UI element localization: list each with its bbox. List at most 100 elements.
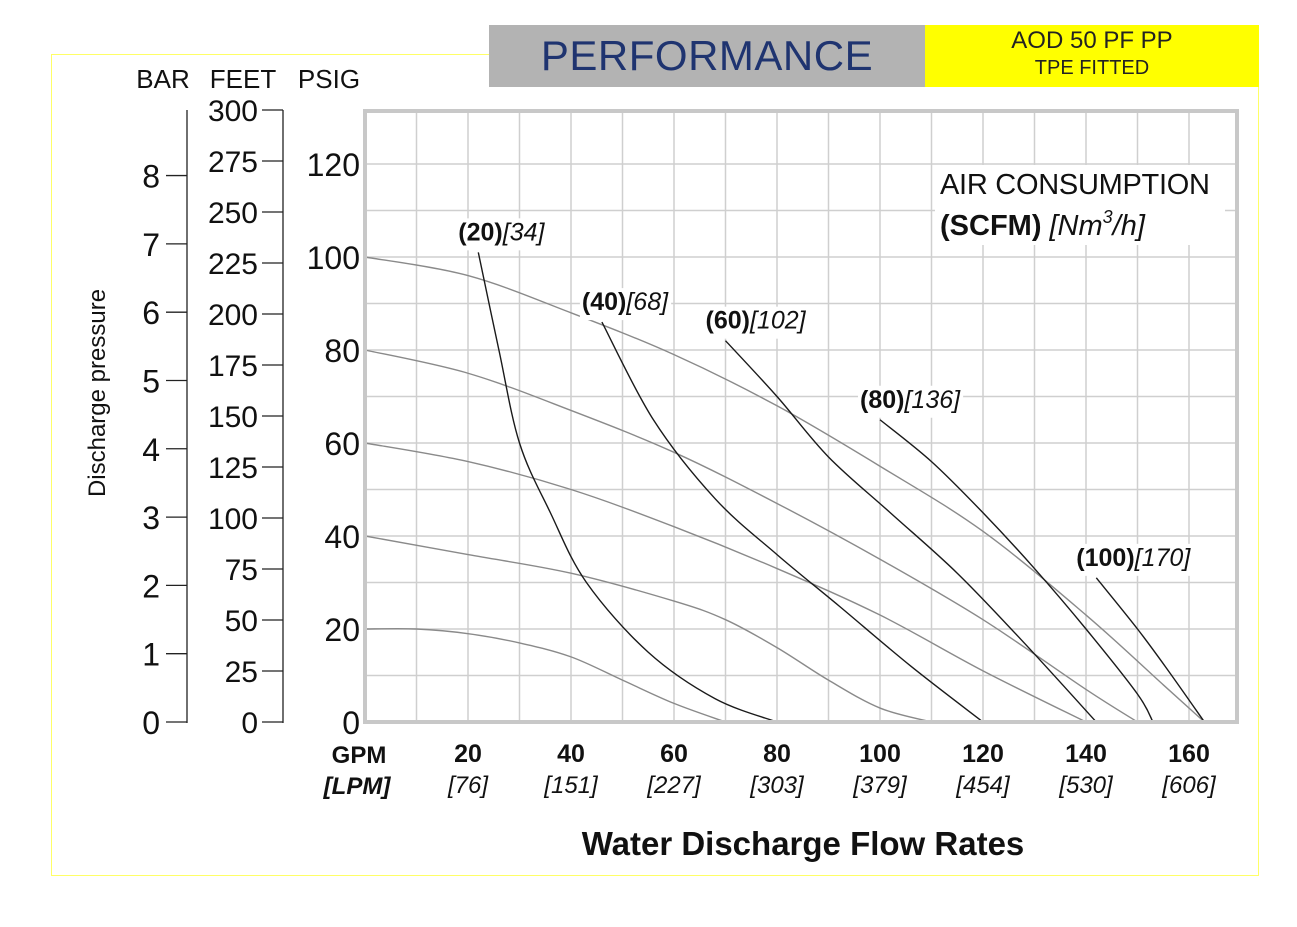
bar-tick-label: 3 xyxy=(142,500,160,536)
feet-tick-label: 200 xyxy=(208,299,258,332)
plot-border xyxy=(363,109,1239,724)
x-tick-lpm: [454] xyxy=(955,772,1011,799)
air-label-nm3h: [34] xyxy=(502,218,546,246)
air-label-scfm: (40) xyxy=(582,288,626,316)
air-label-nm3h: [102] xyxy=(749,307,807,335)
x-tick-gpm: 60 xyxy=(660,740,688,768)
pressure-curve xyxy=(364,442,1087,723)
feet-tick-label: 125 xyxy=(208,452,258,485)
feet-tick-label: 175 xyxy=(208,350,258,383)
air-curve-label: (20)[34] xyxy=(458,218,545,246)
air-curve-label: (40)[68] xyxy=(582,288,669,316)
x-unit-lpm: [LPM] xyxy=(323,773,392,800)
legend-line1: AIR CONSUMPTION xyxy=(940,169,1210,201)
feet-tick-label: 250 xyxy=(208,197,258,230)
feet-tick-label: 225 xyxy=(208,248,258,281)
y-axis-title: Discharge pressure xyxy=(84,289,111,497)
model-name: AOD 50 PF PP xyxy=(1011,27,1173,54)
bar-tick-label: 4 xyxy=(142,432,160,468)
bar-tick-label: 2 xyxy=(142,568,160,604)
feet-tick-label: 25 xyxy=(225,656,258,689)
x-tick-lpm: [227] xyxy=(646,772,702,799)
x-tick-lpm: [379] xyxy=(852,772,908,799)
air-curve-label: (60)[102] xyxy=(706,307,807,335)
legend-box: AIR CONSUMPTION (SCFM) [Nm3/h] xyxy=(935,165,1225,245)
psig-tick-label: 40 xyxy=(324,519,360,555)
x-tick-gpm: 20 xyxy=(454,740,482,768)
bar-tick-label: 1 xyxy=(142,637,160,673)
legend-line2: (SCFM) [Nm3/h] xyxy=(940,207,1146,242)
x-tick-lpm: [606] xyxy=(1161,772,1217,799)
psig-axis-label: PSIG xyxy=(298,64,360,94)
feet-tick-label: 0 xyxy=(241,707,258,740)
air-label-nm3h: [136] xyxy=(903,386,961,414)
air-label-bg xyxy=(858,385,964,418)
feet-tick-label: 275 xyxy=(208,146,258,179)
air-label-bg xyxy=(1074,543,1194,576)
psig-tick-label: 60 xyxy=(324,426,360,462)
x-tick-lpm: [530] xyxy=(1058,772,1114,799)
feet-tick-label: 150 xyxy=(208,401,258,434)
feet-axis-label: FEET xyxy=(210,64,277,94)
x-tick-lpm: [303] xyxy=(749,772,805,799)
axes: 0204060801001200255075100125150175200225… xyxy=(142,95,1217,800)
air-label-scfm: (100) xyxy=(1076,544,1134,572)
bar-tick-label: 8 xyxy=(142,159,160,195)
air-label-scfm: (80) xyxy=(860,386,904,414)
air-curve-label: (80)[136] xyxy=(860,386,961,414)
header-title: PERFORMANCE xyxy=(540,32,874,79)
model-fitting: TPE FITTED xyxy=(1034,57,1150,79)
feet-tick-label: 50 xyxy=(225,605,258,638)
x-tick-lpm: [151] xyxy=(543,772,599,799)
x-tick-gpm: 140 xyxy=(1065,740,1107,768)
psig-tick-label: 100 xyxy=(307,240,360,276)
air-curve-label: (100)[170] xyxy=(1076,544,1191,572)
air-curves xyxy=(477,252,1206,723)
x-axis-title: Water Discharge Flow Rates xyxy=(582,825,1025,862)
air-curve xyxy=(879,419,1154,723)
legend-nm: [Nm xyxy=(1048,210,1102,242)
legend-bg xyxy=(935,165,1225,245)
feet-tick-label: 300 xyxy=(208,95,258,128)
air-curve xyxy=(601,321,984,723)
bar-tick-label: 7 xyxy=(142,227,160,263)
psig-tick-label: 80 xyxy=(324,333,360,369)
legend-sup: 3 xyxy=(1103,207,1113,227)
x-tick-gpm: 100 xyxy=(859,740,901,768)
pressure-curves xyxy=(364,256,1205,723)
air-labels: (20)[34](40)[68](60)[102](80)[136](100)[… xyxy=(456,218,1194,576)
air-curve xyxy=(477,252,778,723)
air-label-nm3h: [170] xyxy=(1134,544,1192,572)
x-unit-gpm: GPM xyxy=(332,742,387,769)
feet-tick-label: 75 xyxy=(225,554,258,587)
air-label-bg xyxy=(703,306,809,339)
bar-tick-label: 5 xyxy=(142,363,160,399)
x-tick-gpm: 40 xyxy=(557,740,585,768)
x-tick-gpm: 160 xyxy=(1168,740,1210,768)
air-curve xyxy=(1095,577,1206,723)
air-label-bg xyxy=(579,288,672,321)
header-title-box: PERFORMANCE xyxy=(489,25,925,87)
pressure-curve xyxy=(364,627,726,723)
header-model-box: AOD 50 PF PP TPE FITTED xyxy=(925,25,1259,87)
air-label-bg xyxy=(456,218,548,251)
air-curve xyxy=(724,340,1097,723)
x-tick-gpm: 80 xyxy=(763,740,791,768)
legend-h: /h] xyxy=(1111,210,1146,242)
pressure-curve xyxy=(364,535,932,723)
legend-scfm: (SCFM) xyxy=(940,210,1041,242)
feet-tick-label: 100 xyxy=(208,503,258,536)
air-label-scfm: (20) xyxy=(458,218,502,246)
pressure-curve xyxy=(364,349,1138,723)
bar-tick-label: 6 xyxy=(142,295,160,331)
x-tick-lpm: [76] xyxy=(447,772,489,799)
psig-tick-label: 120 xyxy=(307,147,360,183)
bar-tick-label: 0 xyxy=(142,705,160,741)
air-label-nm3h: [68] xyxy=(625,288,669,316)
bar-axis-label: BAR xyxy=(136,64,189,94)
x-tick-gpm: 120 xyxy=(962,740,1004,768)
psig-tick-label: 0 xyxy=(342,705,360,741)
air-label-scfm: (60) xyxy=(706,307,750,335)
pressure-curve xyxy=(364,256,1205,723)
